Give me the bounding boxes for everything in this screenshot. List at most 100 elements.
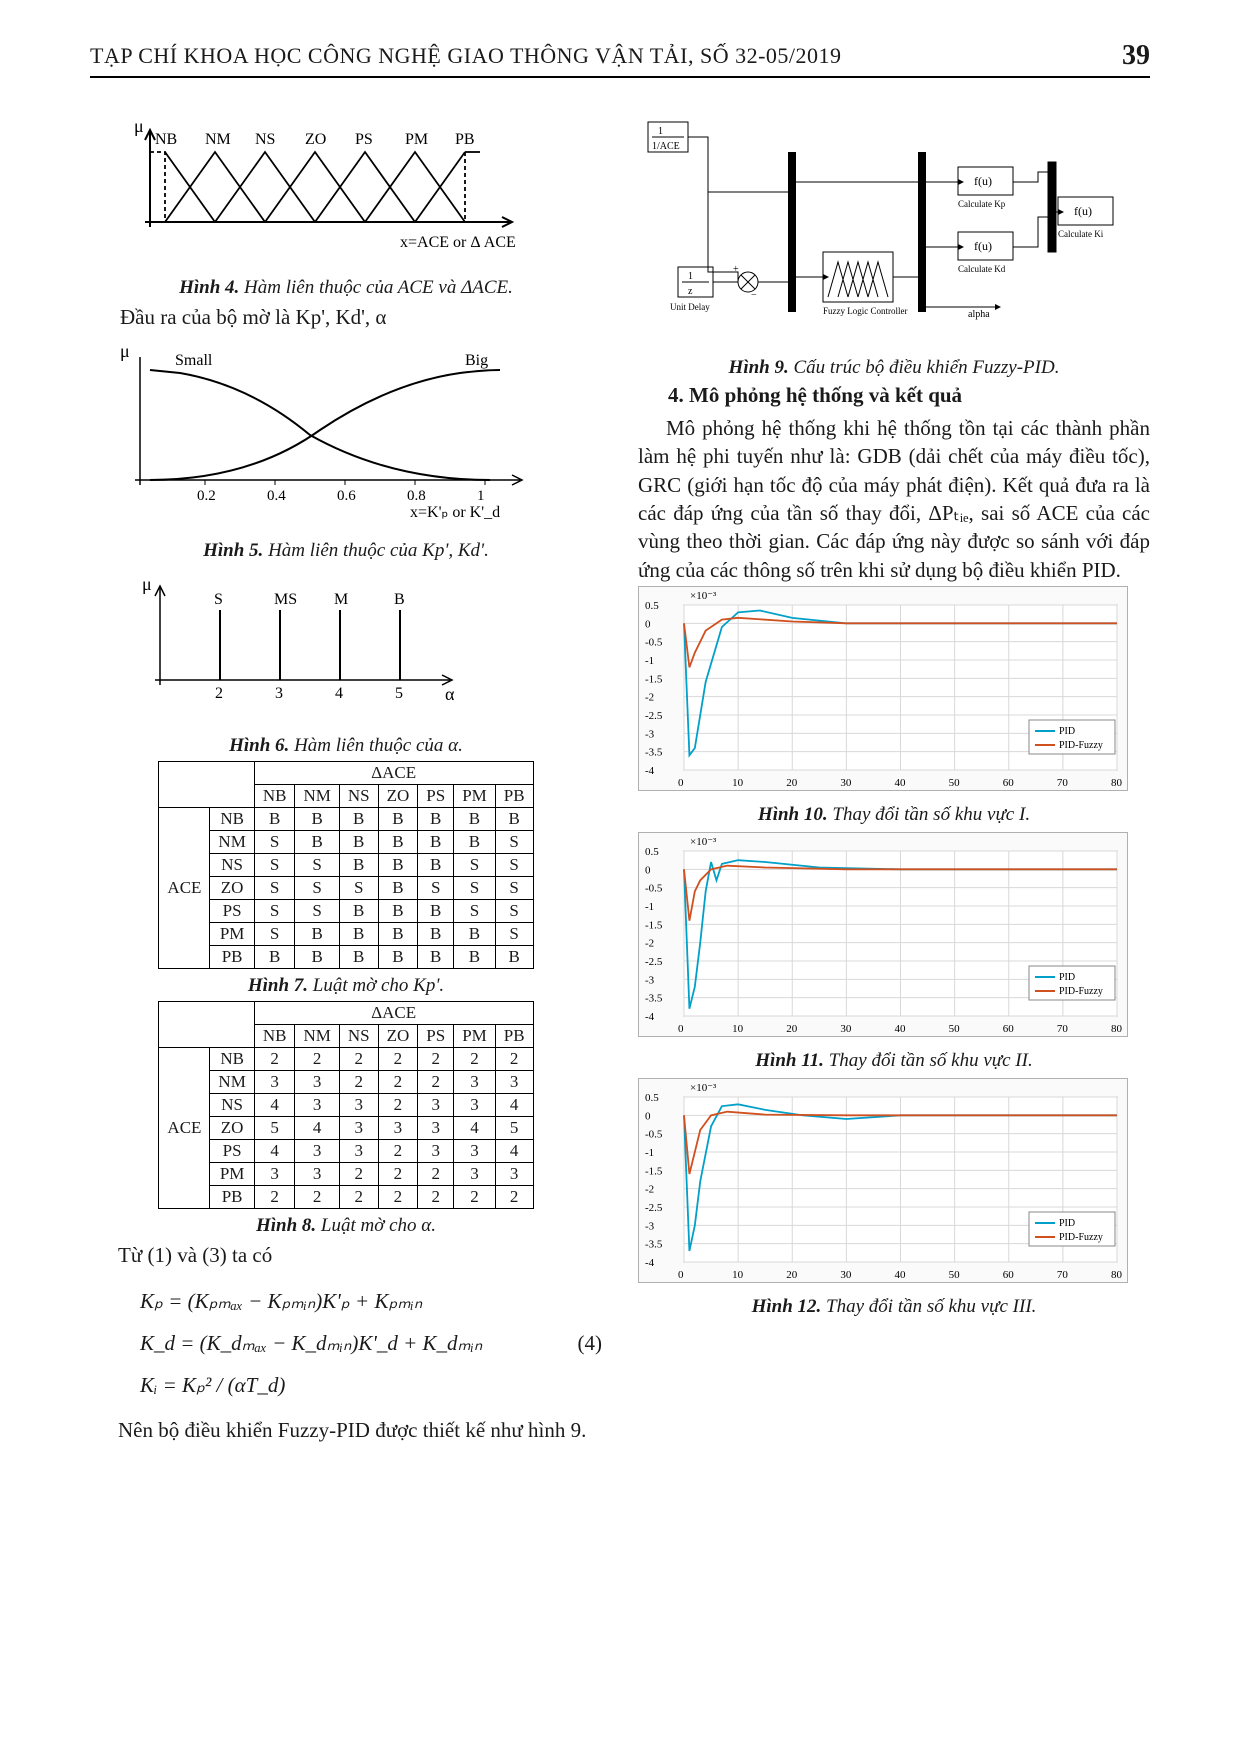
svg-text:1: 1 [688, 271, 693, 282]
svg-text:-2.5: -2.5 [645, 1202, 663, 1214]
section-4-para: Mô phỏng hệ thống khi hệ thống tồn tại c… [638, 414, 1150, 584]
svg-text:Calculate Kp: Calculate Kp [958, 199, 1006, 209]
svg-text:ZO: ZO [305, 131, 326, 148]
svg-text:-3.5: -3.5 [645, 747, 663, 759]
fig4-caption: Hình 4. Hàm liên thuộc của ACE và ΔACE. [90, 277, 602, 299]
left-column: μ NB NM NS ZO [90, 108, 602, 1444]
svg-text:Small: Small [175, 352, 213, 369]
journal-title: TẠP CHÍ KHOA HỌC CÔNG NGHỆ GIAO THÔNG VẬ… [90, 43, 842, 69]
svg-text:−: − [751, 290, 757, 301]
svg-text:-4: -4 [645, 765, 655, 777]
svg-text:40: 40 [895, 1269, 907, 1281]
svg-text:-3: -3 [645, 1220, 655, 1232]
svg-text:PID-Fuzzy: PID-Fuzzy [1059, 740, 1103, 751]
svg-text:PID-Fuzzy: PID-Fuzzy [1059, 1232, 1103, 1243]
svg-text:70: 70 [1057, 777, 1069, 789]
svg-text:60: 60 [1003, 1269, 1015, 1281]
svg-text:50: 50 [949, 1023, 961, 1035]
svg-text:NB: NB [155, 131, 177, 148]
svg-text:M: M [334, 591, 348, 608]
svg-text:0: 0 [645, 864, 651, 876]
svg-text:-1.5: -1.5 [645, 1165, 663, 1177]
svg-text:0: 0 [678, 1269, 684, 1281]
svg-text:Fuzzy Logic Controller: Fuzzy Logic Controller [823, 306, 907, 316]
fig12-caption: Hình 12. Thay đổi tần số khu vực III. [638, 1296, 1150, 1318]
svg-text:-1.5: -1.5 [645, 673, 663, 685]
svg-text:×10⁻³: ×10⁻³ [690, 590, 717, 602]
svg-text:-3.5: -3.5 [645, 1239, 663, 1251]
svg-text:80: 80 [1111, 1269, 1123, 1281]
svg-text:×10⁻³: ×10⁻³ [690, 836, 717, 848]
right-column: 1 1/ACE 1 z Unit Delay + − [638, 108, 1150, 1444]
fig8-caption: Hình 8. Luật mờ cho α. [90, 1215, 602, 1237]
svg-text:μ: μ [134, 116, 144, 136]
svg-text:0: 0 [678, 777, 684, 789]
svg-text:PS: PS [355, 131, 373, 148]
page-header: TẠP CHÍ KHOA HỌC CÔNG NGHỆ GIAO THÔNG VẬ… [90, 40, 1150, 78]
svg-text:NS: NS [255, 131, 275, 148]
svg-text:-2.5: -2.5 [645, 710, 663, 722]
svg-text:Calculate Kd: Calculate Kd [958, 264, 1006, 274]
svg-text:PID: PID [1059, 972, 1075, 983]
svg-text:μ: μ [142, 574, 152, 594]
svg-text:PM: PM [405, 131, 428, 148]
svg-text:S: S [214, 591, 223, 608]
fig7-table: ΔACENBNMNSZOPSPMPBACENBBBBBBBBNMSBBBBBSN… [158, 761, 533, 969]
svg-text:-3: -3 [645, 974, 655, 986]
svg-text:-1: -1 [645, 1147, 654, 1159]
svg-text:20: 20 [786, 777, 798, 789]
svg-text:PID: PID [1059, 1218, 1075, 1229]
svg-text:30: 30 [840, 777, 852, 789]
svg-text:60: 60 [1003, 1023, 1015, 1035]
svg-text:f(u): f(u) [1074, 204, 1092, 218]
svg-text:10: 10 [732, 1269, 744, 1281]
svg-text:-0.5: -0.5 [645, 1129, 663, 1141]
svg-text:20: 20 [786, 1023, 798, 1035]
svg-text:80: 80 [1111, 1023, 1123, 1035]
svg-text:-2.5: -2.5 [645, 956, 663, 968]
fig7-caption: Hình 7. Luật mờ cho Kp'. [90, 975, 602, 997]
svg-text:PID: PID [1059, 726, 1075, 737]
svg-text:60: 60 [1003, 777, 1015, 789]
text-after-fig4: Đầu ra của bộ mờ là Kp', Kd', α [120, 303, 602, 331]
svg-text:NM: NM [205, 131, 231, 148]
svg-text:5: 5 [395, 685, 403, 702]
svg-text:Calculate Ki: Calculate Ki [1058, 229, 1104, 239]
fig5-caption: Hình 5. Hàm liên thuộc của Kp', Kd'. [90, 540, 602, 562]
svg-text:1: 1 [477, 488, 485, 504]
svg-text:40: 40 [895, 1023, 907, 1035]
svg-text:-4: -4 [645, 1257, 655, 1269]
svg-text:Unit Delay: Unit Delay [670, 302, 710, 312]
fig4-diagram: μ NB NM NS ZO [90, 112, 550, 262]
svg-text:50: 50 [949, 1269, 961, 1281]
svg-text:80: 80 [1111, 777, 1123, 789]
svg-text:-4: -4 [645, 1011, 655, 1023]
svg-text:40: 40 [895, 777, 907, 789]
fig11-chart: 010203040506070800.50-0.5-1-1.5-2-2.5-3-… [638, 832, 1128, 1037]
svg-text:-0.5: -0.5 [645, 637, 663, 649]
fig6-caption: Hình 6. Hàm liên thuộc của α. [90, 735, 602, 757]
svg-text:α: α [445, 684, 455, 704]
svg-text:10: 10 [732, 777, 744, 789]
svg-text:0.4: 0.4 [267, 488, 286, 504]
svg-text:-3.5: -3.5 [645, 993, 663, 1005]
page: TẠP CHÍ KHOA HỌC CÔNG NGHỆ GIAO THÔNG VẬ… [0, 0, 1240, 1484]
fig12-chart: 010203040506070800.50-0.5-1-1.5-2-2.5-3-… [638, 1078, 1128, 1283]
svg-text:MS: MS [274, 591, 297, 608]
svg-text:10: 10 [732, 1023, 744, 1035]
fig6-diagram: μ SMSMB 2345 α [90, 570, 490, 720]
svg-text:3: 3 [275, 685, 283, 702]
fig10-chart: 010203040506070800.50-0.5-1-1.5-2-2.5-3-… [638, 586, 1128, 791]
svg-text:-1: -1 [645, 901, 654, 913]
svg-text:f(u): f(u) [974, 174, 992, 188]
svg-text:50: 50 [949, 777, 961, 789]
equations: Kₚ = (Kₚₘₐₓ − Kₚₘᵢₙ)K'ₚ + Kₚₘᵢₙ K_d = (K… [140, 1280, 602, 1406]
two-column-layout: μ NB NM NS ZO [90, 108, 1150, 1444]
svg-text:70: 70 [1057, 1269, 1069, 1281]
svg-text:0.6: 0.6 [337, 488, 356, 504]
page-number: 39 [1122, 40, 1150, 72]
svg-text:PID-Fuzzy: PID-Fuzzy [1059, 986, 1103, 997]
fig11-caption: Hình 11. Thay đổi tần số khu vực II. [638, 1050, 1150, 1072]
svg-text:-3: -3 [645, 728, 655, 740]
text-final: Nên bộ điều khiển Fuzzy-PID được thiết k… [90, 1416, 602, 1444]
